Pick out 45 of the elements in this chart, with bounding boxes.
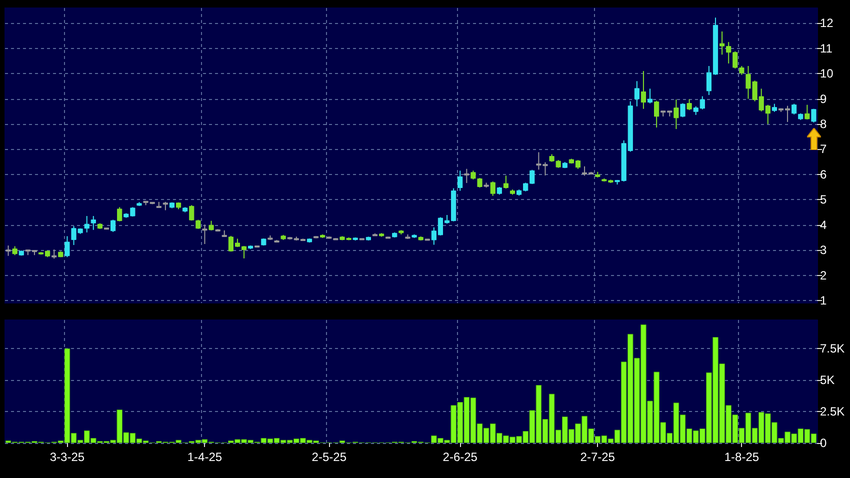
y-tick-label: 6 [820,167,827,182]
y-tick-label: 3 [820,243,827,258]
candlestick [64,236,70,258]
y-tick-label: 12 [820,16,834,30]
x-tick-label: 2-5-25 [312,450,347,464]
candlestick [6,245,11,256]
candlestick [490,180,496,196]
y-tick-label: 9 [820,92,827,106]
candlestick [654,100,660,128]
y-tick-label: 7 [820,142,827,156]
x-tick-label: 2-7-25 [580,450,616,464]
candlestick [634,80,640,107]
candlestick [202,224,208,244]
candlestick [680,102,686,118]
candlestick [84,216,90,233]
y-tick-label: 4 [820,218,827,232]
candlestick [792,103,797,115]
x-tick-label: 2-6-25 [442,450,478,464]
candlestick [208,220,214,231]
y-tick-label: 2 [820,268,827,282]
candlestick [640,70,646,110]
y-tick-label: 10 [820,66,834,81]
candlestick [647,88,653,104]
candlestick [90,216,96,230]
candlestick [117,206,122,222]
y-tick-label: 5 [820,192,827,207]
x-tick-label: 3-3-25 [50,450,85,464]
candlestick [52,249,57,260]
y-tick-label: 7.5K [820,341,845,356]
x-tick-label: 1-8-25 [724,450,760,464]
y-tick-label: 11 [820,41,833,56]
candlestick [110,219,116,232]
candlestick [674,99,679,130]
y-tick-label: 2.5K [820,404,845,418]
x-tick-label: 1-4-25 [187,450,222,464]
candlestick [458,170,463,192]
candlestick [503,175,508,190]
candlestick [686,98,692,111]
candlestick [464,168,470,184]
candlestick [804,104,810,120]
y-tick-label: 8 [820,116,827,131]
y-tick-label: 1 [820,293,827,308]
y-tick-label: 0 [820,436,827,450]
candlestick [811,108,816,123]
y-tick-label: 5K [820,372,835,387]
